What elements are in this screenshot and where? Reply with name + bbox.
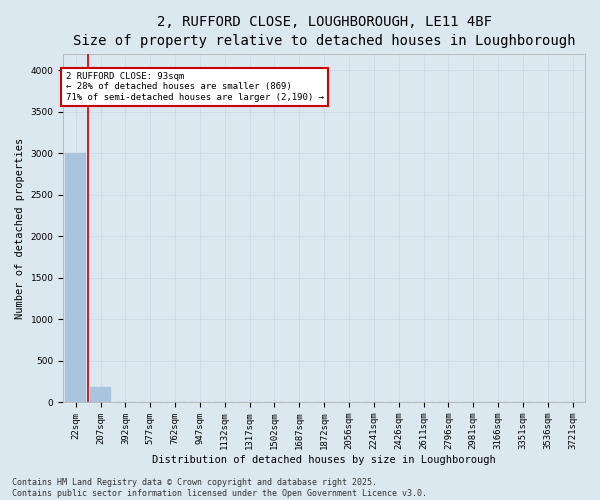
Text: Contains HM Land Registry data © Crown copyright and database right 2025.
Contai: Contains HM Land Registry data © Crown c… xyxy=(12,478,427,498)
Bar xyxy=(90,387,111,402)
X-axis label: Distribution of detached houses by size in Loughborough: Distribution of detached houses by size … xyxy=(152,455,496,465)
Title: 2, RUFFORD CLOSE, LOUGHBOROUGH, LE11 4BF
Size of property relative to detached h: 2, RUFFORD CLOSE, LOUGHBOROUGH, LE11 4BF… xyxy=(73,15,575,48)
Bar xyxy=(65,154,86,402)
Text: 2 RUFFORD CLOSE: 93sqm
← 28% of detached houses are smaller (869)
71% of semi-de: 2 RUFFORD CLOSE: 93sqm ← 28% of detached… xyxy=(66,72,324,102)
Y-axis label: Number of detached properties: Number of detached properties xyxy=(15,138,25,318)
